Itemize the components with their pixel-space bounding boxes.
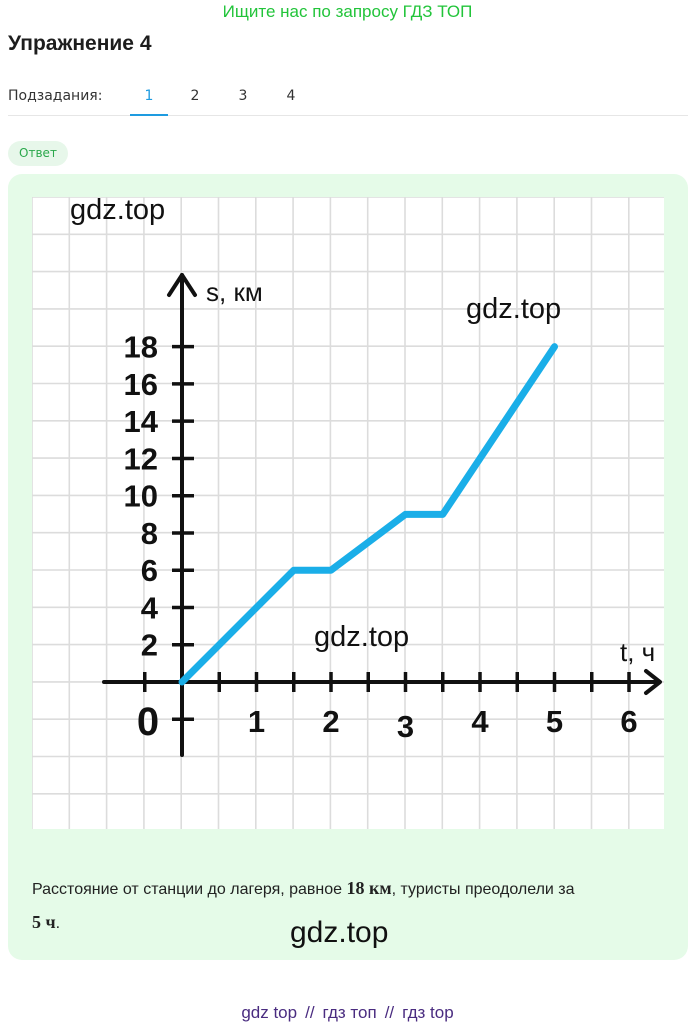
answer-text-end: . xyxy=(55,915,61,932)
tab-subtask-4[interactable]: 4 xyxy=(286,88,296,104)
page-title: Упражнение 4 xyxy=(8,32,152,55)
footer-link-gdz-top-mixed[interactable]: гдз top xyxy=(402,1003,454,1022)
answer-badge: Ответ xyxy=(8,141,68,166)
watermark: gdz.top xyxy=(290,916,389,949)
answer-text: Расстояние от станции до лагеря, равное … xyxy=(32,872,672,940)
search-banner: Ищите нас по запросу ГДЗ ТОП xyxy=(222,2,473,21)
watermark: gdz.top xyxy=(314,621,410,653)
x-tick-label: 1 xyxy=(248,704,265,739)
answer-text-before: Расстояние от станции до лагеря, равное xyxy=(32,881,347,898)
tab-subtask-2[interactable]: 2 xyxy=(190,88,200,104)
distance-value: 18 км xyxy=(346,878,392,898)
subtasks-label: Подзадания: xyxy=(8,88,103,104)
x-tick-label: 2 xyxy=(322,704,339,739)
y-tick-label: 10 xyxy=(124,479,158,514)
footer-link-gdz-top-ru[interactable]: гдз топ xyxy=(322,1003,377,1022)
x-tick-label: 0 xyxy=(137,700,159,744)
x-tick-label: 3 xyxy=(397,709,414,744)
y-tick-label: 18 xyxy=(124,330,158,365)
answer-card: 0 1 2 3 4 5 6 2 4 6 8 10 12 14 16 18 s, км t, ч gdz.top g… xyxy=(8,174,688,960)
y-tick-label: 14 xyxy=(124,404,159,439)
footer-link-gdz-top[interactable]: gdz top xyxy=(241,1003,298,1022)
y-axis-arrow xyxy=(167,273,197,297)
graph-panel: 0 1 2 3 4 5 6 2 4 6 8 10 12 14 16 18 s, км t, ч xyxy=(32,197,664,829)
y-axis-label: s, км xyxy=(206,277,263,307)
time-value: 5 ч xyxy=(32,912,56,932)
watermark: gdz.top xyxy=(70,194,166,226)
x-tick-label: 6 xyxy=(620,704,637,739)
tab-subtask-1[interactable]: 1 xyxy=(130,86,168,116)
y-tick-label: 16 xyxy=(124,367,158,402)
footer-separator: // xyxy=(384,1003,395,1022)
watermark: gdz.top xyxy=(466,293,562,325)
tab-subtask-3[interactable]: 3 xyxy=(238,88,248,104)
x-tick-label: 5 xyxy=(546,704,563,739)
footer-links: gdz top // гдз топ // гдз top xyxy=(0,1003,695,1023)
y-tick-label: 12 xyxy=(124,441,158,476)
y-tick-label: 4 xyxy=(141,590,159,625)
x-axis-label: t, ч xyxy=(620,637,655,667)
y-tick-label: 2 xyxy=(141,628,158,663)
footer-separator: // xyxy=(305,1003,315,1022)
y-tick-label: 6 xyxy=(141,553,158,588)
subtasks-nav: Подзадания: 1 2 3 4 xyxy=(8,86,688,116)
answer-text-middle: , туристы преодолели за xyxy=(391,881,575,898)
x-tick-label: 4 xyxy=(471,704,489,739)
x-axis-arrow xyxy=(644,669,662,695)
distance-line xyxy=(178,343,558,686)
y-tick-label: 8 xyxy=(141,516,158,551)
